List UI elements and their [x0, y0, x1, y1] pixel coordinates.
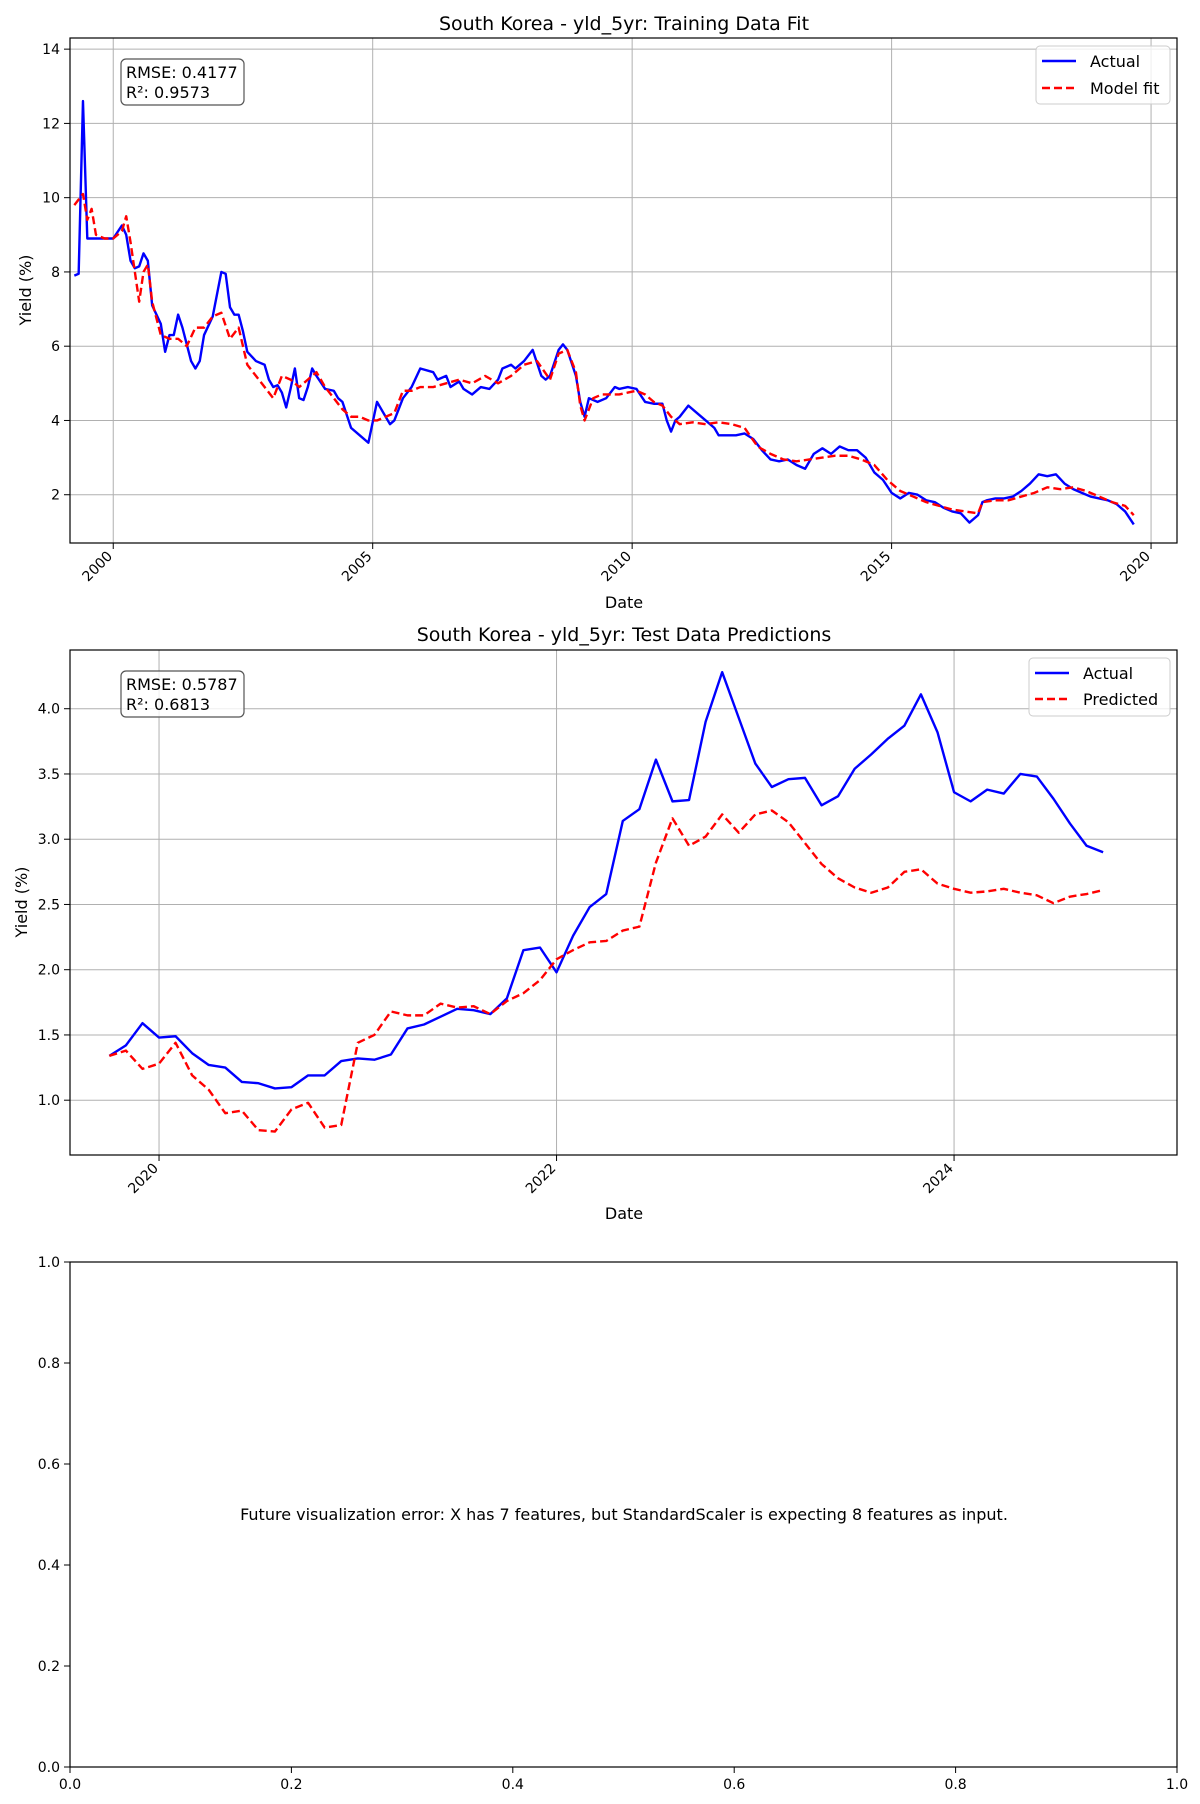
x-axis-ticks: 0.0 0.2 0.4 0.6 0.8 1.0: [59, 1767, 1188, 1793]
y-axis-ticks: 0.0 0.2 0.4 0.6 0.8 1.0: [38, 1255, 70, 1776]
y-tick-label: 0.4: [38, 1558, 60, 1574]
legend-label-actual: Actual: [1083, 664, 1133, 683]
stats-box: RMSE: 0.4177 R²: 0.9573: [120, 58, 245, 106]
legend-label-actual: Actual: [1090, 52, 1140, 71]
grid-lines: [70, 38, 1177, 543]
x-tick-label: 2010: [598, 549, 635, 586]
y-tick-label: 2.0: [38, 963, 60, 979]
rmse-text: RMSE: 0.4177: [126, 63, 238, 82]
plot-frame: [69, 649, 1178, 1156]
y-axis-label: Yield (%): [12, 867, 31, 939]
data-lines: [73, 99, 1135, 526]
x-tick-label: 0.4: [502, 1777, 524, 1793]
y-tick-label: 0.8: [38, 1356, 60, 1372]
x-tick-label: 2005: [339, 549, 376, 586]
y-tick-label: 0.6: [38, 1457, 60, 1473]
x-tick-label: 0.2: [280, 1777, 302, 1793]
legend-label-model-fit: Model fit: [1090, 79, 1159, 98]
rmse-text: RMSE: 0.5787: [126, 675, 238, 694]
future-visualization-panel: 0.0 0.2 0.4 0.6 0.8 1.0 0.0 0.2 0.4 0.6 0.8 1.0 Fu…: [38, 1255, 1188, 1793]
y-tick-label: 4: [51, 413, 60, 429]
r2-text: R²: 0.6813: [126, 695, 210, 714]
x-axis-ticks: 2000 2005 2010 2015 2020: [80, 543, 1154, 585]
x-tick-label: 0.6: [723, 1777, 745, 1793]
y-tick-label: 8: [51, 265, 60, 281]
x-tick-label: 1.0: [1166, 1777, 1188, 1793]
series-line-model-fit: [73, 192, 1135, 516]
x-axis-ticks: 2020 2022 2024: [125, 1155, 957, 1197]
x-tick-label: 2020: [125, 1161, 162, 1198]
legend: Actual Model fit: [1035, 45, 1171, 105]
x-axis-label: Date: [605, 1204, 643, 1223]
y-axis-label: Yield (%): [16, 255, 35, 327]
series-line-predicted: [108, 809, 1104, 1133]
x-tick-label: 2022: [523, 1161, 560, 1198]
y-axis-ticks: 2 4 6 8 10 12 14: [42, 42, 70, 504]
test-predictions-chart: South Korea - yld_5yr: Test Data Predict…: [12, 624, 1178, 1223]
training-fit-chart: South Korea - yld_5yr: Training Data Fit…: [16, 13, 1178, 612]
y-tick-label: 12: [42, 116, 60, 132]
y-tick-label: 3.0: [38, 832, 60, 848]
plot-frame: [69, 1261, 1178, 1768]
y-tick-label: 1.0: [38, 1093, 60, 1109]
x-tick-label: 0.0: [59, 1777, 81, 1793]
y-tick-label: 0.0: [38, 1760, 60, 1776]
y-tick-label: 3.5: [38, 767, 60, 783]
y-tick-label: 1.0: [38, 1255, 60, 1271]
series-line-actual: [73, 99, 1135, 526]
y-tick-label: 1.5: [38, 1028, 60, 1044]
x-tick-label: 2020: [1117, 549, 1154, 586]
y-tick-label: 2: [51, 488, 60, 504]
y-tick-label: 6: [51, 339, 60, 355]
x-axis-label: Date: [605, 593, 643, 612]
legend-label-predicted: Predicted: [1083, 690, 1158, 709]
y-tick-label: 4.0: [38, 702, 60, 718]
stats-box: RMSE: 0.5787 R²: 0.6813: [120, 670, 245, 718]
y-tick-label: 0.2: [38, 1659, 60, 1675]
y-tick-label: 2.5: [38, 897, 60, 913]
y-tick-label: 14: [42, 42, 60, 58]
x-tick-label: 2000: [80, 549, 117, 586]
x-tick-label: 2024: [920, 1160, 957, 1197]
error-message: Future visualization error: X has 7 feat…: [240, 1505, 1008, 1524]
chart-title: South Korea - yld_5yr: Test Data Predict…: [417, 624, 832, 646]
r2-text: R²: 0.9573: [126, 83, 210, 102]
y-tick-label: 10: [42, 191, 60, 207]
plot-frame: [69, 37, 1178, 544]
stats-box-frame: [120, 58, 245, 106]
grid-lines: [70, 650, 1177, 1155]
legend: Actual Predicted: [1028, 657, 1171, 717]
x-tick-label: 0.8: [944, 1777, 966, 1793]
chart-title: South Korea - yld_5yr: Training Data Fit: [439, 13, 809, 35]
stats-box-frame: [120, 670, 245, 718]
x-tick-label: 2015: [858, 549, 895, 586]
data-lines: [108, 670, 1104, 1133]
series-line-actual: [108, 670, 1104, 1090]
y-axis-ticks: 1.0 1.5 2.0 2.5 3.0 3.5 4.0: [38, 702, 70, 1109]
